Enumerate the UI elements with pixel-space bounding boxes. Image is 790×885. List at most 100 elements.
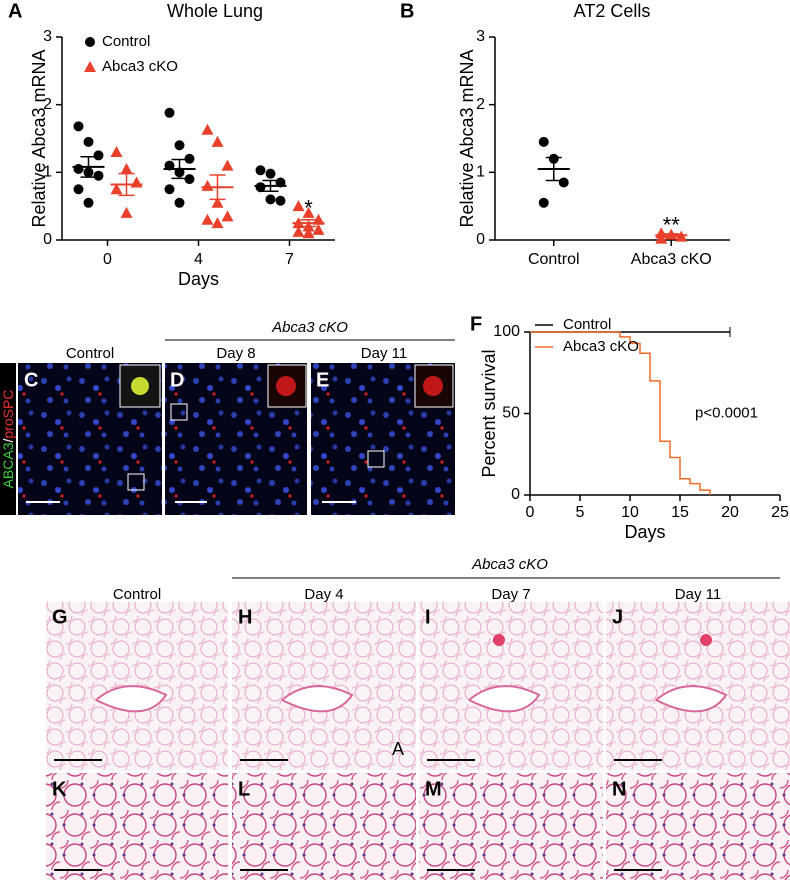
point (211, 217, 224, 229)
legend-label: Control (102, 33, 150, 50)
x-tick-label: 10 (621, 504, 639, 521)
y-tick-label: 3 (476, 28, 485, 45)
y-tick-label: 100 (493, 323, 520, 340)
point (538, 136, 549, 147)
vessel (468, 685, 541, 713)
cell (423, 376, 443, 396)
panel-label: G (52, 606, 68, 628)
x-axis-label: Days (178, 269, 219, 289)
point (130, 176, 143, 188)
legend-label: Abca3 cKO (102, 58, 178, 75)
point (110, 146, 123, 158)
error-bar (171, 158, 188, 180)
panel-label: D (170, 369, 184, 391)
y-axis-label: Percent survival (479, 349, 499, 477)
vessel (655, 685, 728, 713)
point (221, 210, 234, 222)
y-tick-label: 0 (43, 231, 52, 248)
caption: Day 11 (675, 586, 721, 603)
y-tick-label: 1 (476, 164, 485, 181)
y-axis-label: Relative Abca3 mRNA (457, 49, 477, 227)
point (201, 123, 214, 135)
cell (131, 377, 149, 395)
point (201, 179, 214, 191)
panel-label: C (24, 369, 38, 391)
vessel (95, 685, 168, 713)
point (265, 168, 276, 179)
point (275, 195, 286, 206)
caption: Day 8 (216, 345, 255, 362)
y-tick-label: 0 (476, 231, 485, 248)
y-tick-label: 2 (476, 96, 485, 113)
chart-title: Whole Lung (167, 1, 263, 21)
point (83, 197, 94, 208)
panel-label: I (425, 606, 431, 628)
fluor-panel: Day 11 E (311, 345, 455, 515)
point (164, 107, 175, 118)
group-label: Abca3 cKO (471, 556, 548, 573)
point (110, 183, 123, 195)
point (93, 150, 104, 161)
chart-title: AT2 Cells (574, 1, 651, 21)
x-tick-label: 0 (526, 504, 535, 521)
fluor-panel: Control C (18, 345, 162, 515)
error-bar (545, 156, 562, 182)
micrograph (232, 773, 416, 880)
caption: Control (66, 345, 114, 362)
inset-box (170, 403, 188, 421)
point (73, 184, 84, 195)
point (211, 196, 224, 208)
point (93, 170, 104, 181)
point (221, 159, 234, 171)
y-axis-label: Relative Abca3 mRNA (29, 49, 49, 227)
point (164, 184, 175, 195)
charts: A Whole Lung 0 1 2 3 Relative Abca3 mRNA 0 4 7 Con… (8, 0, 789, 541)
point (302, 206, 315, 218)
point (184, 174, 195, 185)
inset-box (367, 450, 385, 468)
annotation: * (304, 195, 313, 220)
micrograph (606, 773, 790, 880)
y-tick-label: 3 (43, 28, 52, 45)
panel-label: N (612, 778, 626, 800)
point (655, 232, 668, 244)
point (211, 135, 224, 147)
panel-label: E (316, 369, 329, 391)
error-bar (262, 179, 279, 193)
legend-label: Abca3 cKO (563, 338, 639, 355)
mark: A (392, 739, 404, 759)
inset-box (127, 473, 145, 491)
point (265, 194, 276, 205)
blood (493, 634, 505, 646)
point (83, 136, 94, 147)
panel-label: M (425, 778, 442, 800)
point (201, 213, 214, 225)
panel-label: L (238, 778, 250, 800)
survival-line (530, 331, 711, 495)
y-tick-label: 50 (502, 405, 520, 422)
y-tick-label: 2 (43, 96, 52, 113)
stain-strip (0, 363, 16, 515)
caption: Day 4 (304, 586, 343, 603)
x-axis-label: Days (624, 522, 665, 542)
caption: Day 11 (361, 345, 407, 362)
annotation: ** (663, 212, 681, 237)
point (558, 177, 569, 188)
point (312, 223, 325, 235)
legend-label: Control (563, 316, 611, 333)
micrograph (46, 773, 228, 880)
caption: Control (113, 586, 161, 603)
cell (276, 376, 296, 396)
point (312, 213, 325, 225)
stain-label: ABCA3/proSPC (0, 390, 16, 489)
point (73, 163, 84, 174)
error-bar (663, 233, 680, 238)
x-tick-label: 5 (576, 504, 585, 521)
point (174, 140, 185, 151)
panel-label: A (8, 0, 22, 22)
legend-marker (85, 37, 95, 47)
micrograph (419, 773, 603, 880)
point (174, 197, 185, 208)
panel-label: H (238, 606, 252, 628)
